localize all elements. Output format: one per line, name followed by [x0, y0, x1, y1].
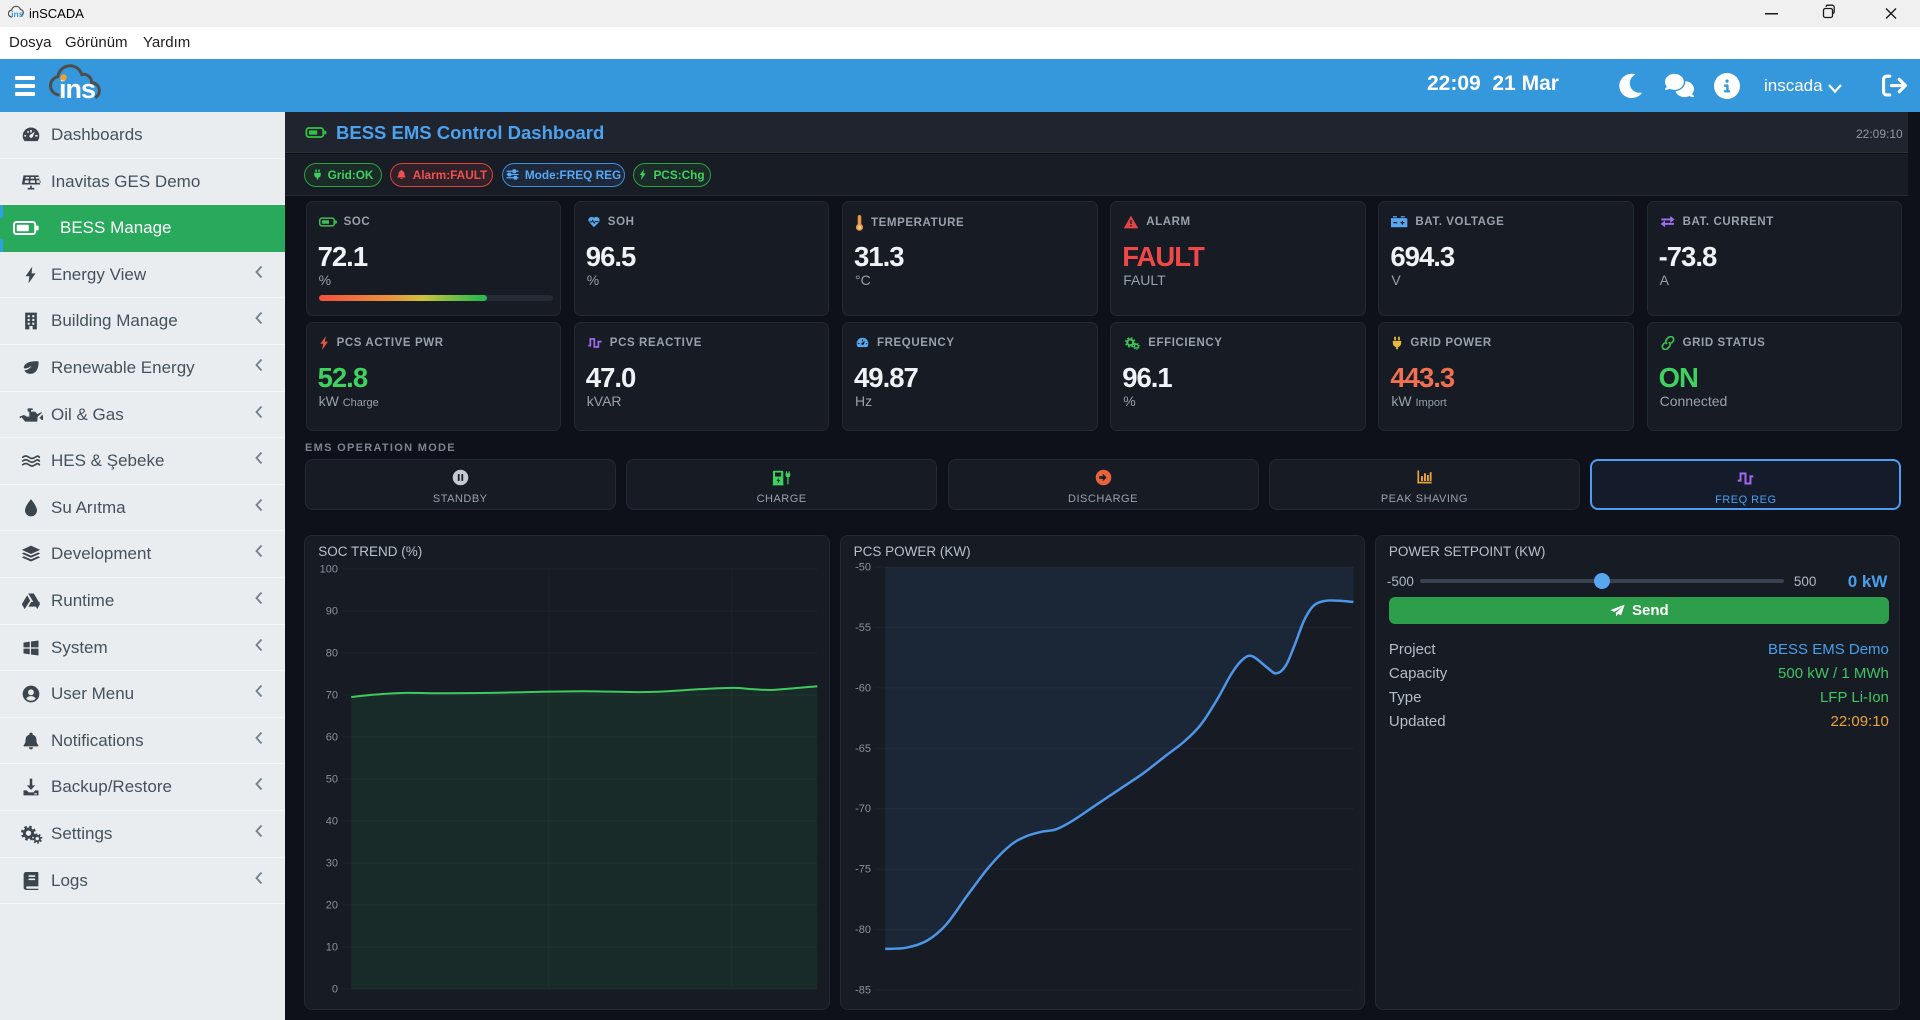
svg-text:-85: -85	[855, 985, 871, 997]
svg-text:-80: -80	[855, 924, 871, 936]
svg-text:90: 90	[326, 606, 338, 618]
svg-text:10: 10	[326, 942, 338, 954]
svg-text:20: 20	[326, 900, 338, 912]
svg-text:ins: ins	[11, 9, 24, 19]
svg-text:-60: -60	[855, 682, 871, 694]
svg-text:100: 100	[320, 564, 338, 576]
svg-text:70: 70	[326, 690, 338, 702]
svg-text:30: 30	[326, 858, 338, 870]
svg-text:40: 40	[326, 816, 338, 828]
svg-text:-55: -55	[855, 622, 871, 634]
svg-text:-50: -50	[855, 562, 871, 574]
svg-text:60: 60	[326, 732, 338, 744]
svg-text:-75: -75	[855, 864, 871, 876]
svg-text:-65: -65	[855, 743, 871, 755]
svg-text:50: 50	[326, 774, 338, 786]
svg-text:0: 0	[332, 984, 338, 996]
svg-text:-70: -70	[855, 803, 871, 815]
svg-text:80: 80	[326, 648, 338, 660]
